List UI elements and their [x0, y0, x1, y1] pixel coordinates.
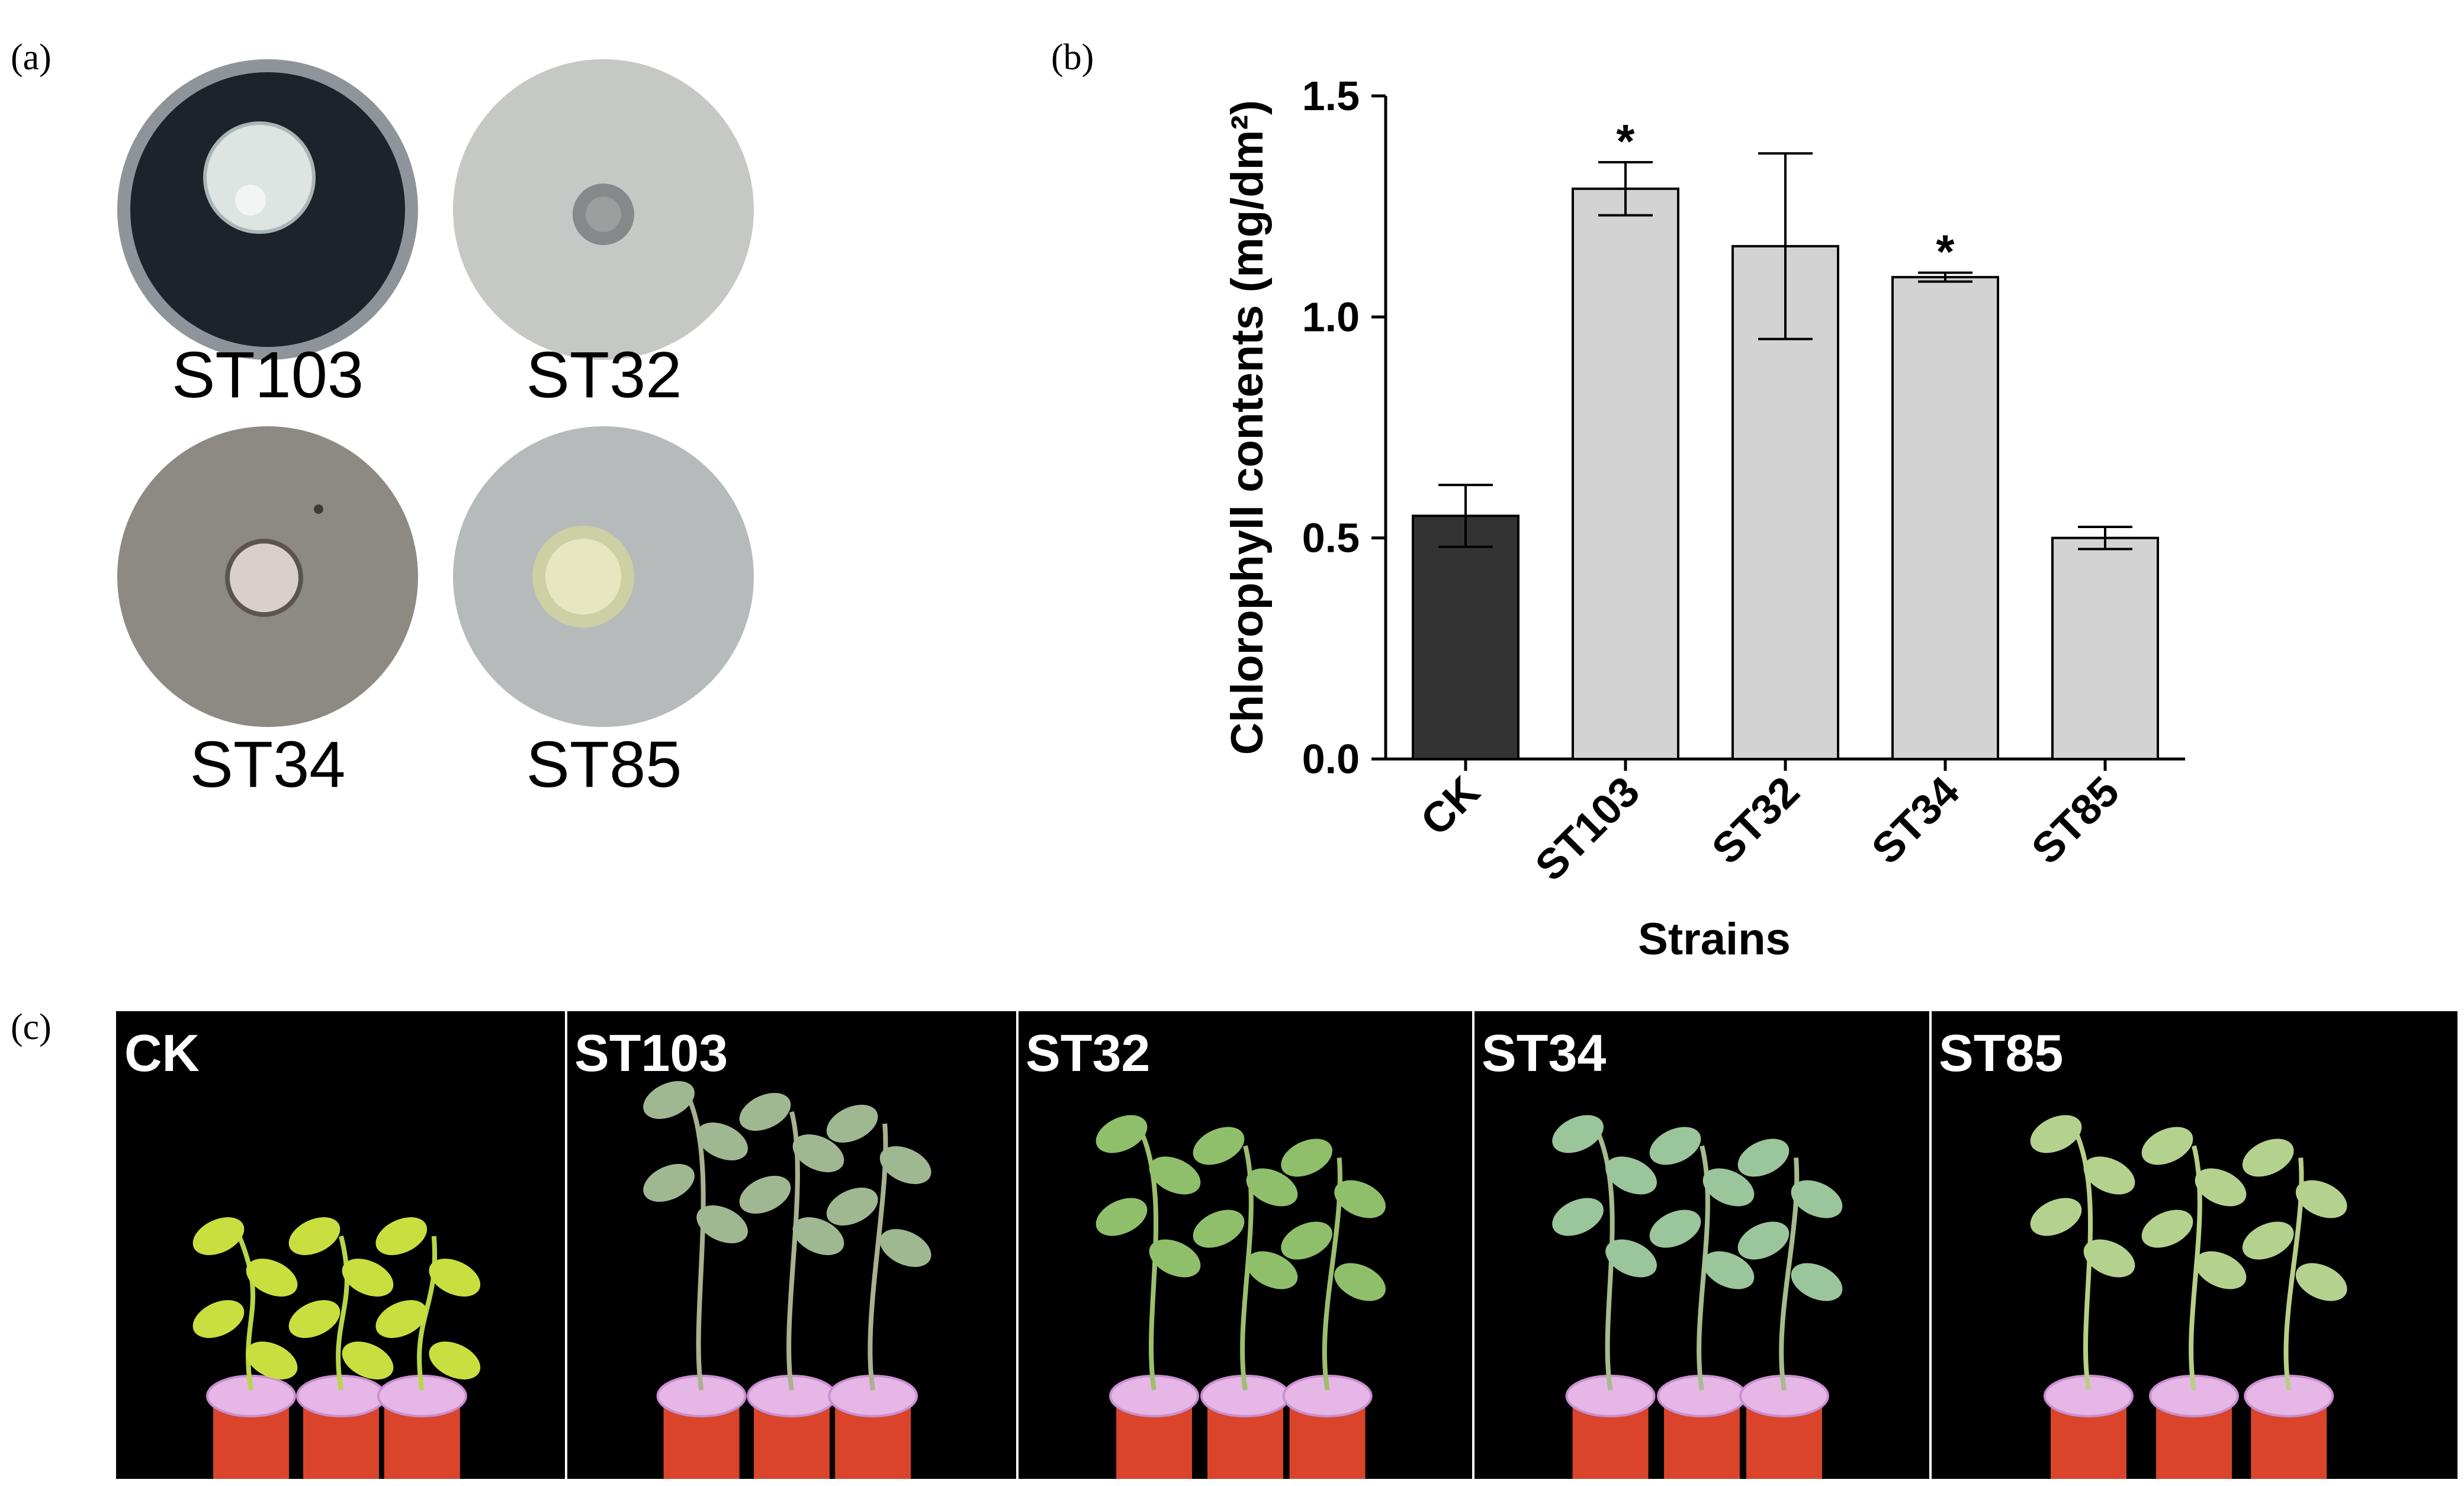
- dish-label-st34: ST34: [189, 728, 346, 801]
- x-tick-label-st34: ST34: [1863, 768, 1968, 873]
- bar-ck: [1412, 514, 1519, 760]
- panel-label-a: (a): [11, 37, 52, 78]
- plant-photo-st32: ST32: [1017, 1011, 1473, 1485]
- photo-divider: [1929, 1011, 1932, 1479]
- photo-divider: [1016, 1011, 1019, 1479]
- photo-divider: [565, 1011, 567, 1479]
- panel-label-b: (b): [1051, 37, 1094, 78]
- photo-label: ST32: [1026, 1024, 1151, 1082]
- plant-illustration: [1552, 1115, 1843, 1485]
- significance-marker: *: [1616, 115, 1635, 168]
- photo-divider: [1472, 1011, 1474, 1479]
- panel-label-c: (c): [11, 1007, 52, 1047]
- y-tick-label: 1.5: [1302, 73, 1360, 119]
- petri-dish-st103: [117, 59, 418, 360]
- colony: [225, 539, 303, 617]
- petri-dish-st32: [453, 59, 754, 360]
- plant-photo-ck: CK: [116, 1011, 566, 1485]
- bar-st85: [2051, 536, 2159, 761]
- colony: [203, 121, 316, 234]
- significance-marker: *: [1936, 226, 1955, 278]
- x-axis-label: Strains: [1638, 914, 1791, 964]
- photo-label: CK: [124, 1024, 200, 1082]
- petri-dish-st85: [453, 426, 754, 727]
- dish-image: [117, 59, 418, 360]
- photo-label: ST103: [574, 1024, 728, 1082]
- dish-image: [453, 426, 754, 727]
- plant-photo-st103: ST103: [566, 1011, 1017, 1485]
- y-tick-label: 0.5: [1302, 515, 1360, 561]
- y-axis-label: Chlorophyll contents (mg/dm²): [1222, 100, 1273, 755]
- chlorophyll-bar-chart: 0.0 0.5 1.0 1.5 Chlorophyll contents (mg/dm²…: [1222, 73, 2185, 964]
- x-tick-label-st32: ST32: [1703, 768, 1808, 873]
- x-tick-label-st103: ST103: [1527, 768, 1649, 890]
- dish-label-st32: ST32: [526, 339, 682, 411]
- dish-label-st103: ST103: [171, 339, 364, 411]
- plant-illustration: [1096, 1115, 1386, 1485]
- bar-st103: [1572, 187, 1679, 761]
- plant-photo-st34: ST34: [1473, 1011, 1930, 1485]
- plant-illustration: [192, 1217, 481, 1485]
- dish-label-st85: ST85: [526, 728, 682, 801]
- plant-illustration: [643, 1081, 931, 1485]
- plant-photo-st85: ST85: [1930, 1011, 2457, 1485]
- x-tick-label-ck: CK: [1412, 768, 1489, 845]
- y-tick-label: 1.0: [1302, 294, 1360, 340]
- petri-dish-st34: [117, 426, 418, 727]
- plant-illustration: [2030, 1115, 2347, 1485]
- bar-st34: [1891, 276, 1999, 760]
- x-tick-label-st85: ST85: [2023, 768, 2128, 873]
- dish-image: [117, 426, 418, 727]
- plant-photo-strip: CK ST103 ST32 ST34 ST85: [116, 1011, 2457, 1485]
- photo-label: ST85: [1939, 1024, 2064, 1082]
- plot-area: 0.0 0.5 1.0 1.5 Chlorophyll contents (mg/dm²…: [1222, 73, 2185, 964]
- photo-label: ST34: [1482, 1024, 1607, 1082]
- y-tick-label: 0.0: [1302, 736, 1360, 782]
- dish-image: [453, 59, 754, 360]
